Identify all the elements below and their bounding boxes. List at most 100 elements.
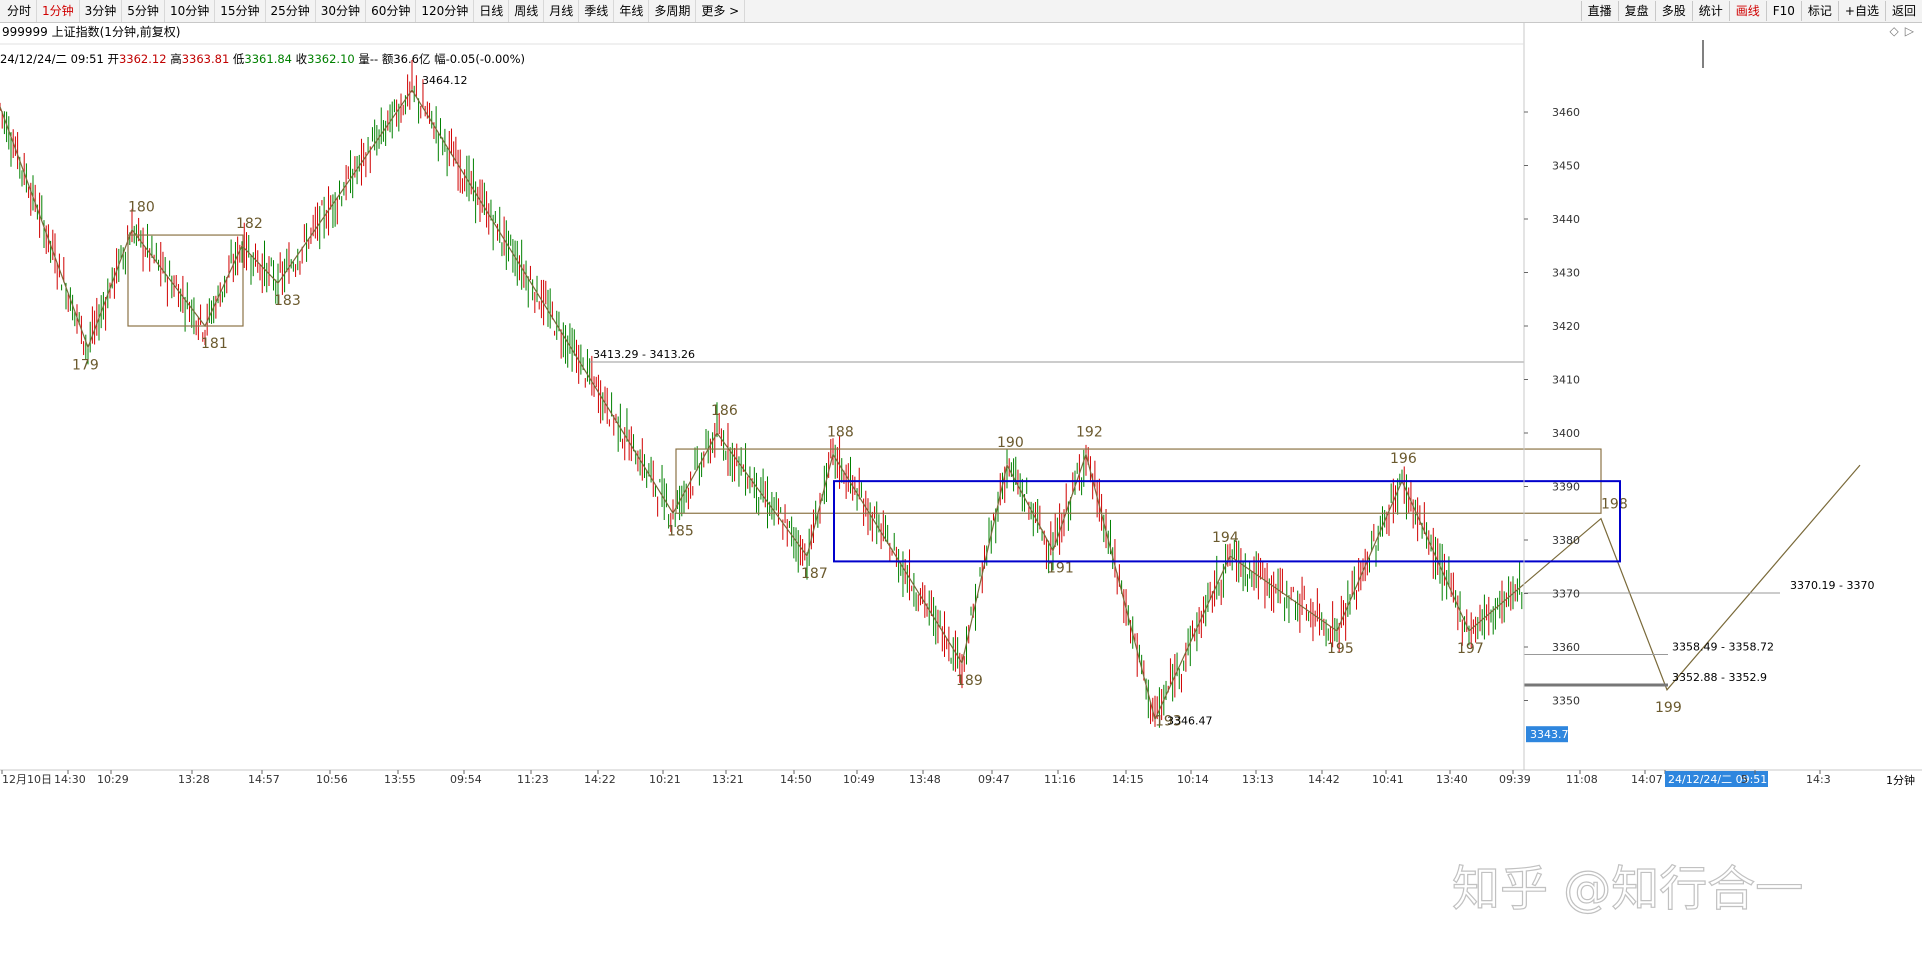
open-label: 开 [107,52,119,66]
pivot-label-1: 179 [72,357,99,373]
high-value: 3363.81 [181,52,230,66]
period-tab-8[interactable]: 60分钟 [366,0,417,22]
x-tick-label-5: 10:56 [316,773,348,786]
pivot-193-price: 3346.47 [1167,714,1213,727]
x-tick-label-20: 14:42 [1308,773,1340,786]
period-label: 1分钟 [1886,773,1915,787]
x-tick-label-10: 10:21 [649,773,681,786]
y-tick-label-7: 3420 [1552,320,1580,333]
x-tick-label-23: 09:39 [1499,773,1531,786]
low-label: 低 [232,52,245,66]
pivot-label-5: 183 [274,293,301,309]
pivot-label-19: 197 [1457,641,1484,657]
period-tabs: 分时 1分钟 3分钟 5分钟 10分钟 15分钟 25分钟 30分钟 60分钟 120分钟 日线 周线… [2,0,746,22]
y-tick-label-0: 3350 [1552,695,1580,708]
pivot-label-18: 196 [1390,451,1417,467]
pivot-label-8: 186 [711,403,738,419]
info-date: 24/12/24/二 09:51 [0,52,104,66]
zigzag-line [0,88,1861,722]
low-value: 3361.84 [244,52,292,66]
toolbar-button-8[interactable]: 返回 [1884,1,1922,21]
y-tick-label-11: 3460 [1552,106,1580,119]
candlestick-series [0,59,1523,728]
period-tab-11[interactable]: 周线 [509,0,545,22]
x-tick-label-12: 14:50 [780,773,812,786]
toolbar-button-6[interactable]: 标记 [1800,1,1838,21]
y-tick-label-10: 3450 [1552,160,1580,173]
pivot-label-20: 198 [1601,497,1628,513]
top-icons: ◇ ▷ [1890,24,1914,38]
last-price-label: 3343.7 [1530,728,1569,741]
toolbar-button-0[interactable]: 直播 [1580,1,1618,21]
x-tick-label-8: 11:23 [517,773,549,786]
drawing-overlays: 179 180 181 182 183 3464.12 185 186 187 188 189 190… [0,74,1874,918]
high-label: 高 [170,52,182,66]
close-value: 3362.10 [307,52,355,66]
period-tab-5[interactable]: 15分钟 [215,0,266,22]
pivot-label-3: 181 [201,336,228,352]
x-tick-label-21: 10:41 [1372,773,1404,786]
x-tick-label-24: 11:08 [1566,773,1598,786]
period-tab-7[interactable]: 30分钟 [316,0,367,22]
ohlc-info-line: 24/12/24/二 09:51 开3362.12 高3363.81 低3361… [0,51,525,67]
toolbar-button-5[interactable]: F10 [1765,1,1801,21]
x-tick-label-4: 14:57 [248,773,280,786]
period-tab-3[interactable]: 5分钟 [122,0,165,22]
period-tab-0[interactable]: 分时 [2,0,38,22]
period-tab-1[interactable]: 1分钟 [37,0,80,22]
x-tick-label-6: 13:55 [384,773,416,786]
pivot-label-16: 194 [1212,530,1239,546]
chart-title: 999999 上证指数(1分钟,前复权) [2,25,181,39]
pivot-label-21: 199 [1655,700,1682,716]
x-tick-label-18: 10:14 [1177,773,1209,786]
play-icon[interactable]: ▷ [1904,24,1914,38]
toolbar-button-4[interactable]: 画线 [1728,1,1766,21]
toolbar-button-2[interactable]: 多股 [1654,1,1692,21]
period-tab-10[interactable]: 日线 [474,0,510,22]
toolbar-button-7[interactable]: +自选 [1837,1,1885,21]
period-tab-4[interactable]: 10分钟 [165,0,216,22]
pivot-label-12: 190 [997,435,1024,451]
x-tick-label-19: 13:13 [1242,773,1274,786]
period-tab-12[interactable]: 月线 [544,0,580,22]
period-tab-2[interactable]: 3分钟 [80,0,123,22]
y-tick-label-4: 3390 [1552,481,1580,494]
box-180-181 [127,234,244,327]
period-tab-16[interactable]: 更多 > [696,0,746,22]
x-tick-label-14: 13:48 [909,773,941,786]
y-tick-label-1: 3360 [1552,641,1580,654]
box-blue [833,480,1621,563]
toolbar-right-buttons: 直播 复盘 多股 统计 画线 F10 标记 +自选 返回 [1580,0,1922,22]
y-tick-label-6: 3410 [1552,374,1580,387]
last-price-box [1526,726,1568,743]
y-tick-label-9: 3440 [1552,213,1580,226]
pivot-label-17: 195 [1327,641,1354,657]
x-tick-label-2: 10:29 [97,773,129,786]
diamond-icon[interactable]: ◇ [1889,24,1899,38]
toolbar-button-1[interactable]: 复盘 [1617,1,1655,21]
watermark: 知乎 @知行合一 [1452,861,1803,917]
axes: 3350 3360 3370 3380 3390 3400 3410 3420 3430 3440… [0,22,1922,787]
volume-value: 量-- 额36.6亿 [358,52,431,66]
x-tick-label-13: 10:49 [843,773,875,786]
x-tick-label-15: 09:47 [978,773,1010,786]
x-tick-label-22: 13:40 [1436,773,1468,786]
x-tick-label-28: 14:3 [1806,773,1831,786]
x-tick-label-16: 11:16 [1044,773,1076,786]
x-tick-label-1: 14:30 [54,773,86,786]
period-tab-6[interactable]: 25分钟 [266,0,316,22]
pivot-label-9: 187 [801,566,828,582]
pivot-label-14: 192 [1076,424,1103,440]
period-toolbar: 分时 1分钟 3分钟 5分钟 10分钟 15分钟 25分钟 30分钟 60分钟 120分钟 日线 周线… [0,0,1922,23]
pivot-label-7: 185 [667,523,694,539]
y-tick-label-3: 3380 [1552,534,1580,547]
period-tab-13[interactable]: 季线 [579,0,615,22]
toolbar-button-3[interactable]: 统计 [1691,1,1729,21]
period-tab-15[interactable]: 多周期 [649,0,697,22]
period-tab-9[interactable]: 120分钟 [416,0,475,22]
period-tab-14[interactable]: 年线 [614,0,650,22]
hline-label-0: 3413.29 - 3413.26 [593,348,695,361]
pivot-label-2: 180 [128,200,155,216]
open-value: 3362.12 [118,52,167,66]
